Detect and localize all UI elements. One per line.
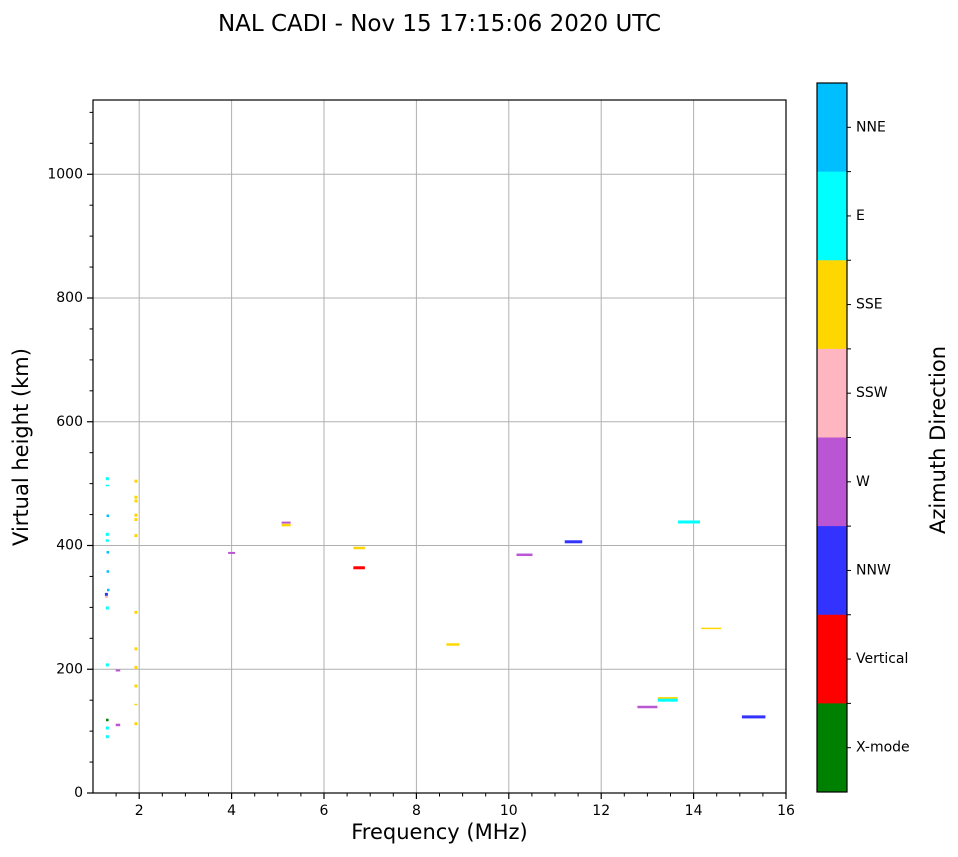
colorbar-segment-x-mode xyxy=(817,703,847,793)
data-point-e xyxy=(677,520,700,524)
data-point-nnw xyxy=(104,592,108,596)
data-point-sse xyxy=(134,722,138,726)
data-point-sse xyxy=(134,665,138,669)
data-point-w xyxy=(115,723,121,727)
data-point-nnw xyxy=(741,715,766,719)
x-axis-label: Frequency (MHz) xyxy=(351,820,528,844)
colorbar-tick-label: W xyxy=(856,474,870,490)
data-point-e xyxy=(105,539,109,542)
colorbar-segment-w xyxy=(817,437,847,527)
data-point-e xyxy=(105,735,109,739)
data-point-sse xyxy=(446,643,460,646)
y-tick-label: 400 xyxy=(56,538,83,554)
colorbar-segment-nnw xyxy=(817,526,847,616)
data-point-e xyxy=(105,663,109,667)
data-point-x-mode xyxy=(106,718,109,722)
data-point-sse xyxy=(134,513,138,517)
data-point-vertical xyxy=(353,566,365,570)
data-point-sse xyxy=(134,647,138,651)
data-point-sse xyxy=(134,684,138,688)
data-point-ssw xyxy=(104,595,108,598)
data-point-w xyxy=(281,521,291,524)
data-point-e xyxy=(105,726,109,730)
data-point-e xyxy=(105,484,110,487)
data-point-e xyxy=(657,698,678,702)
data-point-sse xyxy=(134,495,138,499)
y-tick-label: 0 xyxy=(74,785,83,801)
colorbar-segment-vertical xyxy=(817,614,847,704)
x-tick-label: 14 xyxy=(685,803,703,819)
data-point-sse xyxy=(281,523,291,527)
data-point-sse xyxy=(657,697,678,700)
y-tick-label: 800 xyxy=(56,290,83,306)
data-point-nne xyxy=(106,551,110,554)
x-tick-label: 12 xyxy=(592,803,610,819)
colorbar-segment-ssw xyxy=(817,348,847,438)
colorbar-tick-label: E xyxy=(856,208,865,224)
data-point-sse xyxy=(134,479,138,483)
y-axis-label: Virtual height (km) xyxy=(9,348,33,546)
data-point-nne xyxy=(106,570,110,573)
data-point-sse xyxy=(134,499,138,503)
x-tick-label: 2 xyxy=(135,803,144,819)
y-tick-label: 200 xyxy=(56,661,83,677)
data-point-w xyxy=(228,551,236,554)
colorbar-tick-label: NNW xyxy=(856,562,891,578)
x-tick-label: 10 xyxy=(500,803,518,819)
data-point-sse xyxy=(353,546,365,550)
colorbar-tick-label: SSW xyxy=(856,385,888,401)
data-point-w xyxy=(115,669,121,672)
x-tick-label: 8 xyxy=(412,803,421,819)
data-point-sse xyxy=(701,627,722,630)
chart-title: NAL CADI - Nov 15 17:15:06 2020 UTC xyxy=(217,11,662,37)
data-point-sse xyxy=(134,534,138,538)
x-tick-label: 16 xyxy=(777,803,795,819)
colorbar-tick-label: SSE xyxy=(856,297,883,313)
data-point-sse xyxy=(134,703,138,706)
y-tick-label: 1000 xyxy=(47,166,83,182)
colorbar-segment-sse xyxy=(817,260,847,350)
colorbar-segment-e xyxy=(817,171,847,261)
colorbar-label: Azimuth Direction xyxy=(926,345,950,535)
data-point-e xyxy=(105,532,109,536)
x-tick-label: 6 xyxy=(320,803,329,819)
axes-spines xyxy=(92,99,787,794)
data-point-w xyxy=(516,553,533,557)
data-point-nne xyxy=(106,588,110,592)
data-point-sse xyxy=(134,518,138,522)
y-tick-label: 600 xyxy=(56,414,83,430)
data-point-e xyxy=(105,606,109,610)
data-point-w xyxy=(637,705,658,709)
colorbar-segment-nne xyxy=(817,83,847,173)
data-point-nne xyxy=(106,514,110,518)
data-point-e xyxy=(105,477,109,481)
colorbar-tick-label: X-mode xyxy=(856,740,910,756)
x-tick-label: 4 xyxy=(227,803,236,819)
colorbar-tick-label: NNE xyxy=(856,119,886,135)
colorbar-tick-label: Vertical xyxy=(856,651,908,667)
data-point-nnw xyxy=(564,540,583,544)
data-point-sse xyxy=(134,610,138,614)
